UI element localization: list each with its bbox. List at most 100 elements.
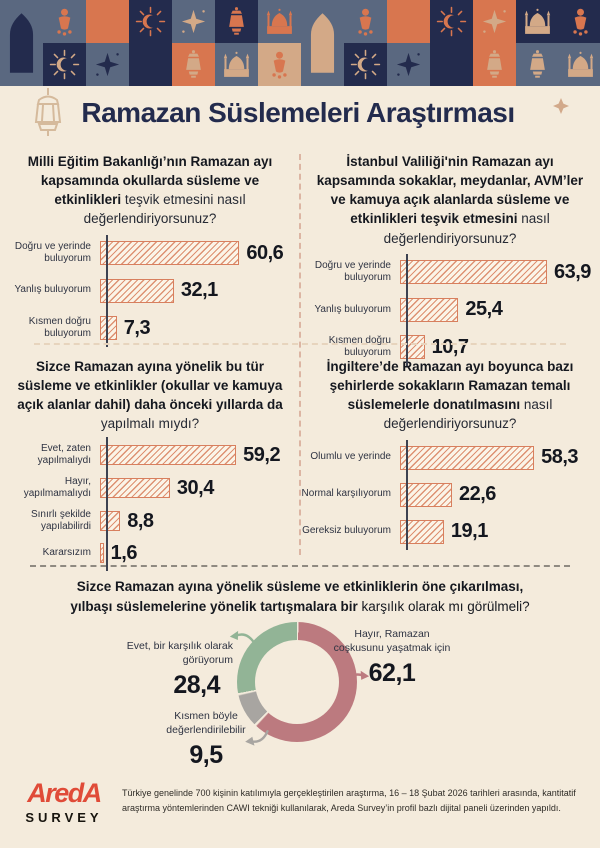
axis-line bbox=[106, 436, 108, 571]
pattern-tile bbox=[473, 0, 516, 43]
star4-icon bbox=[479, 6, 510, 37]
donut-label-kismen: Kısmen böyle değerlendirilebilir 9,5 bbox=[150, 710, 262, 772]
chart-title: İstanbul Valiliği'nin Ramazan ayı kapsam… bbox=[300, 152, 600, 248]
pattern-tile bbox=[473, 43, 516, 86]
bar-label: Yanlış buluyorum bbox=[14, 284, 91, 296]
chart-section-istanbul: İstanbul Valiliği'nin Ramazan ayı kapsam… bbox=[300, 140, 600, 366]
bar-value: 7,3 bbox=[123, 316, 151, 339]
donut-label-hayir: Hayır, Ramazan coşkusunu yaşatmak için 6… bbox=[332, 628, 452, 690]
bar-value: 1,6 bbox=[110, 541, 138, 564]
pattern-tile bbox=[86, 43, 129, 86]
bar-row: Sınırlı şekilde yapılabilirdi 8,8 bbox=[31, 509, 300, 534]
crescent-icon bbox=[436, 49, 467, 80]
bar-row: Normal karşılıyorum 22,6 bbox=[302, 482, 600, 507]
pattern-tile bbox=[215, 43, 258, 86]
pattern-tile bbox=[172, 43, 215, 86]
pattern-tile bbox=[129, 0, 172, 43]
mosque-icon bbox=[522, 6, 553, 37]
bar-value: 32,1 bbox=[180, 279, 218, 302]
pattern-tile bbox=[258, 0, 301, 43]
ornament-icon bbox=[565, 6, 596, 37]
crescent-star-icon bbox=[552, 92, 573, 134]
pattern-tile bbox=[172, 0, 215, 43]
star4-icon bbox=[92, 49, 123, 80]
pattern-tile bbox=[430, 0, 473, 43]
donut-chart: Evet, bir karşılık olarak görüyorum 28,4… bbox=[0, 620, 600, 772]
bar-value: 59,2 bbox=[243, 443, 281, 466]
bar bbox=[100, 445, 237, 466]
bar-row: Yanlış buluyorum 32,1 bbox=[14, 278, 300, 303]
crescent-icon bbox=[393, 6, 424, 37]
bar bbox=[100, 316, 117, 341]
logo-survey: SURVEY bbox=[25, 810, 103, 826]
areda-survey-logo: AredA SURVEY bbox=[22, 780, 106, 826]
pattern-tile bbox=[301, 0, 344, 86]
bar bbox=[100, 241, 240, 266]
chart-title-bold: İstanbul Valiliği'nin Ramazan ayı kapsam… bbox=[316, 154, 584, 227]
donut-value: 28,4 bbox=[173, 671, 220, 700]
pattern-tile bbox=[215, 0, 258, 43]
bar-value: 8,8 bbox=[127, 509, 154, 532]
bar-value: 30,4 bbox=[176, 476, 214, 499]
bar-chart-onceki-yillar: Evet, zaten yapılmalıydı 59,2 Hayır, yapıl… bbox=[24, 436, 300, 571]
bar-value: 58,3 bbox=[541, 446, 579, 469]
pattern-tile bbox=[344, 43, 387, 86]
mosque-icon bbox=[565, 49, 596, 80]
star4-icon bbox=[393, 49, 424, 80]
donut-value: 62,1 bbox=[368, 659, 416, 688]
bar-value: 19,1 bbox=[450, 520, 488, 543]
chart-section-ingiltere: İngiltere’de Ramazan ayı boyunca bazı şe… bbox=[300, 345, 600, 563]
chart-section-meb: Milli Eğitim Bakanlığı’nın Ramazan ayı k… bbox=[0, 140, 300, 347]
pattern-tile bbox=[344, 0, 387, 43]
section-dashed-divider bbox=[30, 565, 570, 567]
lantern-icon bbox=[522, 49, 553, 80]
donut-label-text: Evet, bir karşılık olarak görüyorum bbox=[126, 640, 233, 666]
chart-title: İngiltere’de Ramazan ayı boyunca bazı şe… bbox=[300, 357, 600, 434]
donut-ring bbox=[237, 622, 357, 743]
bar-row: Kararsızım 1,6 bbox=[43, 541, 300, 565]
lantern-icon bbox=[221, 6, 252, 37]
chart-title: Milli Eğitim Bakanlığı’nın Ramazan ayı k… bbox=[0, 152, 300, 229]
horizontal-dashed-divider bbox=[34, 343, 566, 345]
chart-title-rest: yapılmalı mıydı? bbox=[100, 416, 200, 432]
donut-label-text: Kısmen böyle değerlendirilebilir bbox=[166, 710, 246, 736]
chart-title-bold: İngiltere’de Ramazan ayı boyunca bazı şe… bbox=[326, 359, 574, 413]
bar bbox=[400, 260, 547, 285]
bar-chart-meb: Doğru ve yerinde buluyorum 60,6 Yanlış bul… bbox=[14, 234, 300, 347]
bar-label: Sınırlı şekilde yapılabilirdi bbox=[30, 508, 91, 533]
arch-icon bbox=[5, 7, 38, 79]
pattern-tile bbox=[559, 43, 600, 86]
bar bbox=[400, 482, 452, 507]
bar-row: Hayır, yapılmamalıydı 30,4 bbox=[24, 476, 300, 501]
lantern-icon bbox=[35, 88, 62, 136]
sunburst-icon bbox=[49, 49, 80, 80]
header: Ramazan Süslemeleri Araştırması bbox=[0, 86, 600, 140]
donut-chart-title: Sizce Ramazan ayına yönelik süsleme ve e… bbox=[60, 577, 540, 616]
chart-title: Sizce Ramazan ayına yönelik bu tür süsle… bbox=[0, 357, 300, 434]
bar-row: Yanlış buluyorum 25,4 bbox=[314, 297, 600, 322]
bar-row: Doğru ve yerinde buluyorum 63,9 bbox=[315, 260, 600, 285]
ornament-icon bbox=[350, 6, 381, 37]
page-title: Ramazan Süslemeleri Araştırması bbox=[81, 97, 515, 128]
bar bbox=[400, 297, 459, 322]
pattern-tile bbox=[129, 43, 172, 86]
pattern-tile bbox=[430, 43, 473, 86]
chart-title-bold: Milli Eğitim Bakanlığı’nın Ramazan ayı k… bbox=[27, 154, 273, 208]
chart-title-rest: nasıl değerlendiriyorsunuz? bbox=[383, 211, 550, 246]
pattern-tile bbox=[516, 0, 559, 43]
bar bbox=[100, 511, 121, 532]
bar-label: Hayır, yapılmamalıydı bbox=[23, 475, 91, 500]
bar-row: Kısmen doğru buluyorum 10,7 bbox=[329, 335, 600, 360]
chart-title-rest: teşvik etmesini nasıl değerlendiriyorsun… bbox=[83, 192, 246, 227]
bar-label: Kısmen doğru buluyorum bbox=[28, 315, 91, 340]
pattern-tile bbox=[258, 43, 301, 86]
sunburst-icon bbox=[436, 6, 467, 37]
bar-row: Olumlu ve yerinde 58,3 bbox=[310, 445, 600, 470]
chart-section-onceki-yillar: Sizce Ramazan ayına yönelik bu tür süsle… bbox=[0, 345, 300, 571]
bar-row: Kısmen doğru buluyorum 7,3 bbox=[29, 316, 300, 341]
arrow-icon-gray bbox=[242, 729, 270, 749]
bar-value: 63,9 bbox=[553, 260, 591, 283]
methodology-text: Türkiye genelinde 700 kişinin katılımıyl… bbox=[122, 788, 576, 813]
bar-label: Doğru ve yerinde buluyorum bbox=[14, 240, 91, 265]
